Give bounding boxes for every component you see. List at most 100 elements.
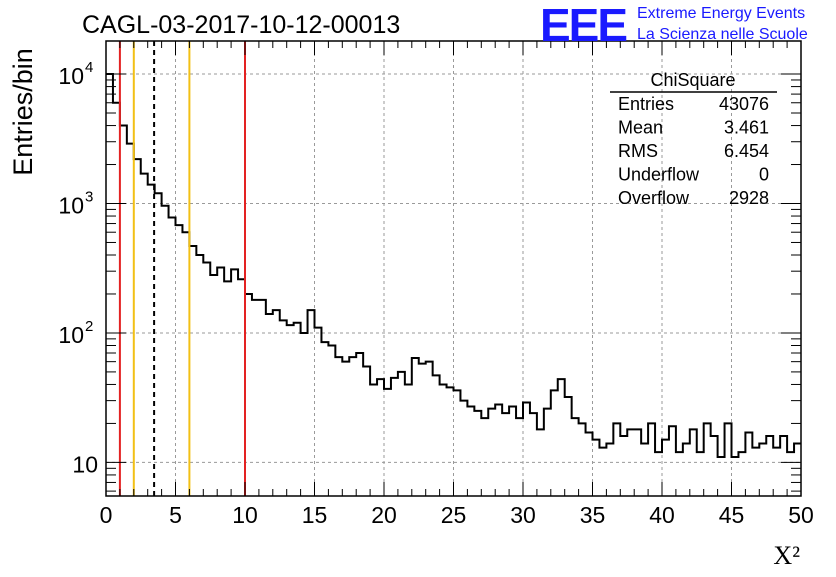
histogram-bin <box>766 436 773 496</box>
histogram-bin <box>377 379 384 496</box>
histogram-bin <box>738 452 745 496</box>
histogram-bin <box>405 384 412 496</box>
eee-logo-line1: Extreme Energy Events <box>637 5 805 22</box>
y-axis-label: Entries/bin <box>8 48 38 176</box>
histogram-bin <box>641 443 648 496</box>
histogram-bin <box>120 126 127 496</box>
histogram-bin <box>620 436 627 496</box>
stats-row-label: Mean <box>618 118 663 138</box>
histogram-bin <box>224 281 231 496</box>
histogram-bin <box>433 375 440 496</box>
histogram-bin <box>711 436 718 496</box>
histogram-bin <box>113 103 120 496</box>
x-tick-label: 15 <box>302 502 328 528</box>
histogram-bin <box>349 357 356 496</box>
histogram-bin <box>384 389 391 496</box>
histogram-bin <box>558 379 565 496</box>
histogram-bin <box>203 263 210 496</box>
x-tick-label: 40 <box>649 502 675 528</box>
eee-logo-mark: EEE <box>540 0 626 51</box>
histogram-bin <box>704 423 711 496</box>
histogram-bin <box>586 433 593 496</box>
y-tick-label-exponent: 4 <box>85 59 93 76</box>
histogram-bin <box>391 378 398 496</box>
histogram-bin <box>481 418 488 496</box>
histogram-bin <box>440 384 447 496</box>
histogram-bin <box>454 390 461 496</box>
histogram-bin <box>328 345 335 496</box>
axis-ticks <box>105 41 802 496</box>
histogram-bin <box>683 443 690 496</box>
y-tick-label-exponent: 3 <box>85 188 93 205</box>
histogram-bin <box>335 357 342 496</box>
histogram-bin <box>752 448 759 496</box>
histogram-bin <box>412 358 419 496</box>
histogram-bin <box>572 418 579 496</box>
stats-row-label: Overflow <box>618 188 690 208</box>
chart-title: CAGL-03-2017-10-12-00013 <box>82 11 400 39</box>
histogram-bin <box>266 314 273 496</box>
histogram-bin <box>544 409 551 496</box>
x-tick-label: 50 <box>788 502 814 528</box>
histogram-bin <box>732 457 739 496</box>
histogram-bin <box>301 333 308 496</box>
histogram-bin <box>551 390 558 496</box>
histogram-bin <box>245 294 252 496</box>
x-axis-label: X² <box>773 541 800 570</box>
histogram-bin <box>627 429 634 496</box>
histogram-bin <box>718 457 725 496</box>
histogram-bin <box>690 429 697 496</box>
histogram-bin <box>238 279 245 496</box>
histogram-bin <box>593 440 600 496</box>
histogram-bin <box>141 174 148 496</box>
histogram-bin <box>648 423 655 496</box>
histogram-bin <box>259 300 266 496</box>
histogram-bin <box>697 452 704 496</box>
histogram-bin <box>196 255 203 496</box>
histogram-bin <box>662 440 669 496</box>
histogram-bin <box>579 423 586 496</box>
grid-lines <box>106 41 801 496</box>
histogram-bin <box>162 206 169 496</box>
histogram-bin <box>419 364 426 496</box>
histogram-bin <box>321 342 328 496</box>
x-tick-label: 25 <box>441 502 467 528</box>
histogram-bin <box>467 407 474 496</box>
histogram-outline <box>106 73 801 459</box>
histogram-bin <box>426 362 433 496</box>
stats-row-value: 3.461 <box>724 118 769 138</box>
histogram-bin <box>280 320 287 496</box>
x-tick-label: 10 <box>232 502 258 528</box>
histogram-bin <box>523 403 530 496</box>
x-tick-label: 35 <box>580 502 606 528</box>
histogram-bin <box>613 423 620 496</box>
stats-row-value: 2928 <box>729 188 769 208</box>
histogram-bin <box>155 193 162 496</box>
histogram-bin <box>356 353 363 496</box>
histogram-bin <box>676 452 683 496</box>
histogram-bin <box>759 443 766 496</box>
stats-row-value: 43076 <box>719 94 769 114</box>
histogram-bin <box>217 268 224 496</box>
histogram-bin <box>308 310 315 496</box>
histogram-bin <box>210 275 217 496</box>
histogram-bin <box>565 397 572 496</box>
histogram-bin <box>669 426 676 496</box>
histogram-bin <box>287 325 294 496</box>
x-tick-label: 20 <box>371 502 397 528</box>
histogram-bin <box>474 411 481 496</box>
eee-logo-line2: La Scienza nelle Scuole <box>637 26 808 43</box>
y-tick-label: 10 <box>58 63 84 89</box>
histogram-bin <box>231 269 238 496</box>
y-tick-label: 10 <box>72 451 98 477</box>
histogram-bin <box>182 232 189 496</box>
eee-logo: EEE Extreme Energy Events La Scienza nel… <box>540 0 808 51</box>
stats-row-value: 6.454 <box>724 141 769 161</box>
histogram-series <box>106 73 801 496</box>
y-tick-label: 10 <box>58 192 84 218</box>
stats-box: ChiSquare Entries 43076 Mean 3.461 RMS 6.454 U… <box>610 70 777 208</box>
histogram-bin <box>495 405 502 496</box>
histogram-bin <box>537 429 544 496</box>
histogram-bin <box>530 413 537 496</box>
